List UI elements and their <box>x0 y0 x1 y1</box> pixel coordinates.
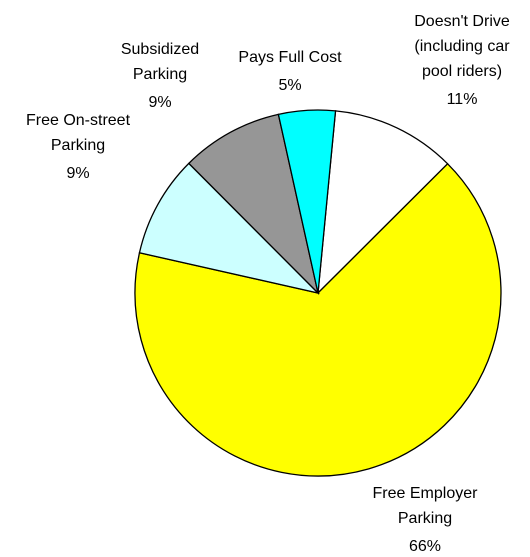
pie-slice <box>187 113 320 296</box>
slice-label: Free Employer <box>373 485 479 502</box>
pie-slice <box>134 162 502 477</box>
value-label: 9% <box>148 94 171 111</box>
value-label: 5% <box>278 77 301 94</box>
value-label: 66% <box>409 538 441 555</box>
slice-label: Free On-street <box>26 112 131 129</box>
slice-label: (including car <box>414 38 510 55</box>
slice-label: Parking <box>51 137 105 154</box>
slice-label: Subsidized <box>121 41 199 58</box>
slice-label: pool riders) <box>422 63 502 80</box>
slice-label: Parking <box>398 510 452 527</box>
value-label: 9% <box>66 165 89 182</box>
slice-label: Doesn't Drive <box>414 13 510 30</box>
slice-label: Pays Full Cost <box>238 49 342 66</box>
slice-label: Parking <box>133 66 187 83</box>
pie-slice <box>317 110 449 295</box>
value-label: 11% <box>447 91 478 108</box>
pie-slice <box>138 162 321 295</box>
pie-slice <box>277 109 337 294</box>
